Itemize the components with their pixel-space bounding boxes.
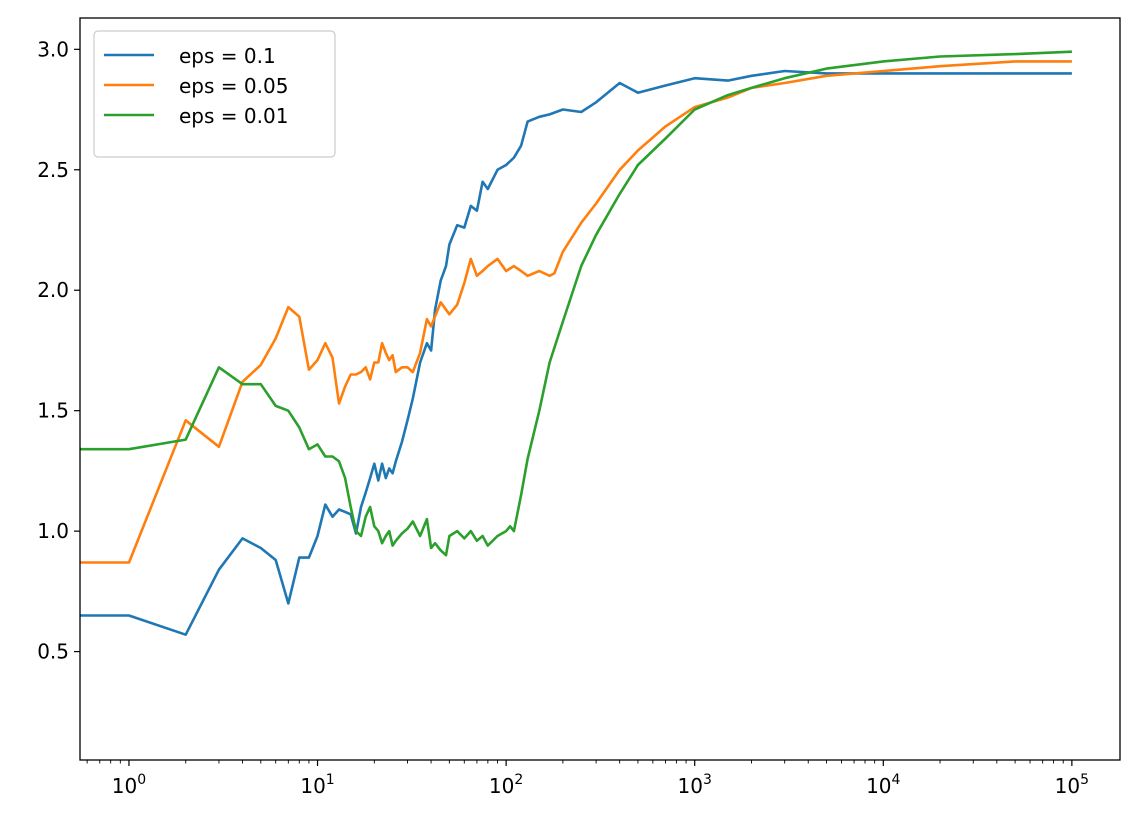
x-tick-label: 100 bbox=[112, 772, 146, 798]
y-axis: 0.5 1.0 1.5 2.0 2.5 3.0 bbox=[37, 37, 80, 664]
x-tick-label: 104 bbox=[866, 772, 900, 798]
series-line-3 bbox=[80, 50, 1072, 557]
x-axis: 100 101 102 103 104 105 bbox=[86, 760, 1089, 798]
y-tick-label: 1.5 bbox=[37, 399, 69, 423]
legend: eps = 0.1 eps = 0.05 eps = 0.01 bbox=[93, 30, 336, 158]
y-tick-label: 3.0 bbox=[37, 37, 69, 61]
legend-label: eps = 0.05 bbox=[179, 74, 288, 98]
x-tick-label: 102 bbox=[489, 772, 523, 798]
y-tick-label: 2.0 bbox=[37, 278, 69, 302]
x-tick-label: 101 bbox=[300, 772, 334, 798]
series-line-1 bbox=[80, 69, 1072, 636]
y-tick-label: 1.0 bbox=[37, 519, 69, 543]
y-tick-label: 0.5 bbox=[37, 640, 69, 664]
series-line-2 bbox=[80, 60, 1072, 564]
x-tick-label: 103 bbox=[678, 772, 712, 798]
series-layer bbox=[80, 50, 1072, 636]
legend-label: eps = 0.1 bbox=[179, 44, 276, 68]
plot-frame bbox=[79, 17, 1121, 761]
y-tick-label: 2.5 bbox=[37, 158, 69, 182]
legend-box bbox=[93, 30, 336, 158]
x-tick-label: 105 bbox=[1055, 772, 1089, 798]
legend-label: eps = 0.01 bbox=[179, 104, 288, 128]
